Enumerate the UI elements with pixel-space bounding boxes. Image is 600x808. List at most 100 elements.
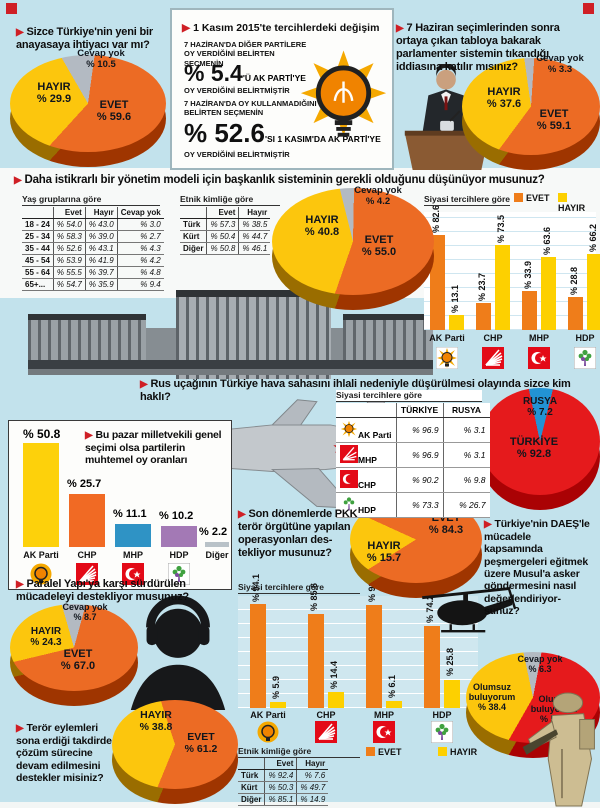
question-rus: ▶ Rus uçağının Türkiye hava sahasını ihla…	[140, 378, 595, 404]
pie-label-hayir: HAYIR% 37.6	[486, 86, 522, 111]
question-pkk: ▶ Son dönemlerde PKK terör örgütüne yapıl…	[238, 508, 366, 560]
degisim-line4: OY VERDİĞİNİ BELİRTMİŞTİR	[184, 150, 290, 159]
pie-paralel: Cevap yok% 8.7 HAYIR% 24.3 EVET% 67.0	[10, 602, 138, 706]
bullet-icon: ▶	[484, 519, 492, 530]
table-row: 55 - 64% 55.5% 39.7% 4.8	[22, 266, 164, 279]
bar-evet-hdp	[424, 626, 440, 708]
table-row: 35 - 44% 52.6% 43.1% 4.3	[22, 242, 164, 255]
category-mhp: MHP	[529, 333, 549, 343]
bullet-icon: ▶	[85, 430, 93, 441]
akp-logo-icon	[340, 420, 358, 438]
rus-table-title: Siyasi tercihlere göre	[336, 390, 482, 402]
pie-label-cevapyok: Cevap yok% 10.5	[77, 48, 125, 70]
bar-value: % 5.9	[271, 675, 281, 699]
mhp-logo-icon	[528, 347, 550, 369]
category-akparti: AK Parti	[429, 333, 465, 343]
bar-hayir-akparti	[270, 702, 286, 708]
pie-label-hayir: HAYIR% 29.9	[36, 81, 72, 106]
table-row: Kürt% 50.4% 44.7	[180, 230, 271, 243]
pie-teror: HAYIR% 38.8 EVET% 61.2	[112, 700, 238, 804]
bullet-icon: ▶	[16, 723, 24, 734]
legend-hayir: HAYIR	[438, 747, 477, 757]
bar-value: % 11.1	[113, 508, 147, 520]
bar-value: % 33.9	[523, 260, 533, 289]
yas-table-title: Yaş gruplarına göre	[22, 194, 160, 206]
question-text: Daha istikrarlı bir yönetim modeli için …	[24, 174, 545, 186]
degisim-line3: 7 HAZİRAN'DA OY KULLANMADIĞINI BELİRTEN …	[184, 99, 317, 118]
question-paralel: ▶ Paralel Yapı'ya karşı sürdürülen mücade…	[16, 578, 228, 604]
hdp-logo-icon	[574, 347, 596, 369]
pie-label-cevapyok: Cevap yok% 6.3	[517, 654, 563, 675]
bullet-icon: ▶	[16, 579, 24, 590]
etnik-table-title: Etnik kimliğe göre	[180, 194, 280, 206]
bar-hayir-chp	[328, 692, 344, 708]
pie-label-turkiye: TÜRKİYE% 92.8	[509, 436, 559, 461]
bullet-icon: ▶	[182, 22, 191, 34]
chp-logo-icon	[340, 445, 358, 463]
category: HDP	[169, 550, 189, 560]
bar-value: % 25.7	[67, 478, 102, 490]
table-row: Diğer% 50.8% 46.1	[180, 242, 271, 255]
corner-pin	[583, 3, 594, 14]
pie-label-hayir: HAYIR% 38.8	[139, 709, 173, 733]
pie-baskanlik: Cevap yok% 4.2 HAYIR% 40.8 EVET% 55.0	[272, 185, 434, 310]
pie-rus: RUSYA% 7.2 TÜRKİYE% 92.8	[480, 388, 600, 510]
chp-logo-icon	[482, 347, 504, 369]
vote-chart-title: ▶ Bu pazar milletvekili genel seçimi olsa…	[85, 429, 227, 467]
hayir-swatch-icon	[558, 193, 567, 202]
table-row: 18 - 24% 54.0% 43.0% 3.0	[22, 218, 164, 231]
bar-value: % 23.7	[477, 272, 487, 301]
bullet-icon: ▶	[140, 379, 148, 390]
bar-evet-chp	[308, 614, 324, 708]
category: Diğer	[205, 550, 229, 560]
table-row: HDP % 73.3% 26.7	[336, 492, 490, 518]
bar-evet-mhp	[366, 605, 382, 708]
bar-hdp	[161, 526, 197, 547]
question-text: Sizce Türkiye'nin yeni bir anayasaya iht…	[16, 26, 153, 51]
category-akparti: AK Parti	[250, 710, 286, 720]
pie-parlamenter: Cevap yok% 3.3 HAYIR% 37.6 EVET% 59.1	[462, 53, 600, 170]
soldier-image	[522, 692, 595, 807]
table-row: 65+...% 54.7% 35.9% 9.4	[22, 278, 164, 291]
legend-evet: EVET	[366, 747, 402, 757]
vote-intention-chart: % 50.8 ▶ Bu pazar milletvekili genel seçi…	[8, 420, 232, 590]
bullet-icon: ▶	[16, 27, 24, 38]
question-baskanlik: ▶ Daha istikrarlı bir yönetim modeli için…	[14, 174, 589, 188]
bar-evet-akparti	[250, 604, 266, 708]
bullet-icon: ▶	[14, 175, 22, 186]
akp-logo-icon	[436, 347, 458, 369]
akp-logo-icon	[30, 563, 52, 585]
bar-value: % 13.1	[450, 284, 460, 313]
category: CHP	[77, 550, 97, 560]
bar-value: % 28.8	[569, 266, 579, 295]
degisim-title: ▶ 1 Kasım 2015'te tercihlerdeki değişim	[182, 22, 380, 34]
pkk-etnik-table: Evet Hayır Türk% 92.4% 7.6 Kürt% 50.3% 49…	[238, 758, 329, 806]
chart-title: Siyasi tercihlere göre	[424, 194, 510, 206]
question-daes: ▶ Türkiye'nin DAEŞ'le mücadele kapsamında…	[484, 518, 592, 617]
bar-hayir-mhp	[386, 701, 402, 708]
evet-swatch-icon	[366, 747, 375, 756]
pie-label-hayir: HAYIR% 24.3	[30, 626, 62, 649]
bar-hayir-mhp	[541, 257, 556, 330]
category-hdp: HDP	[432, 710, 452, 720]
table-row: Diğer% 85.1% 14.9	[238, 793, 329, 806]
category: MHP	[123, 550, 143, 560]
etnik-table: Evet Hayır Türk% 57.3% 38.5 Kürt% 50.4% 4…	[180, 207, 271, 255]
category-chp: CHP	[316, 710, 336, 720]
category: AK Parti	[23, 550, 59, 560]
degisim-big2: % 52.6'SI 1 KASIM'DA AK PARTİ'YE	[184, 118, 381, 148]
bar-value: % 73.5	[496, 214, 506, 243]
bar-value: % 10.2	[159, 510, 194, 522]
bar-mhp	[115, 524, 151, 547]
chp-logo-icon	[76, 563, 98, 585]
pie-label-hayir: HAYIR% 40.8	[304, 214, 340, 239]
table-row: 25 - 34% 58.3% 39.0% 2.7	[22, 230, 164, 243]
pie-label-rusya: RUSYA% 7.2	[522, 396, 558, 419]
pie-label-cevapyok: Cevap yok% 8.7	[62, 602, 108, 623]
bar-value: % 66.2	[588, 223, 598, 252]
hdp-logo-icon	[431, 721, 453, 743]
degisim-panel: ▶ 1 Kasım 2015'te tercihlerdeki değişim 7…	[170, 8, 394, 170]
question-text: Bu pazar milletvekili genel seçimi olsa …	[85, 429, 222, 467]
legend-evet: EVET	[514, 193, 550, 203]
bar-diger	[205, 542, 229, 547]
